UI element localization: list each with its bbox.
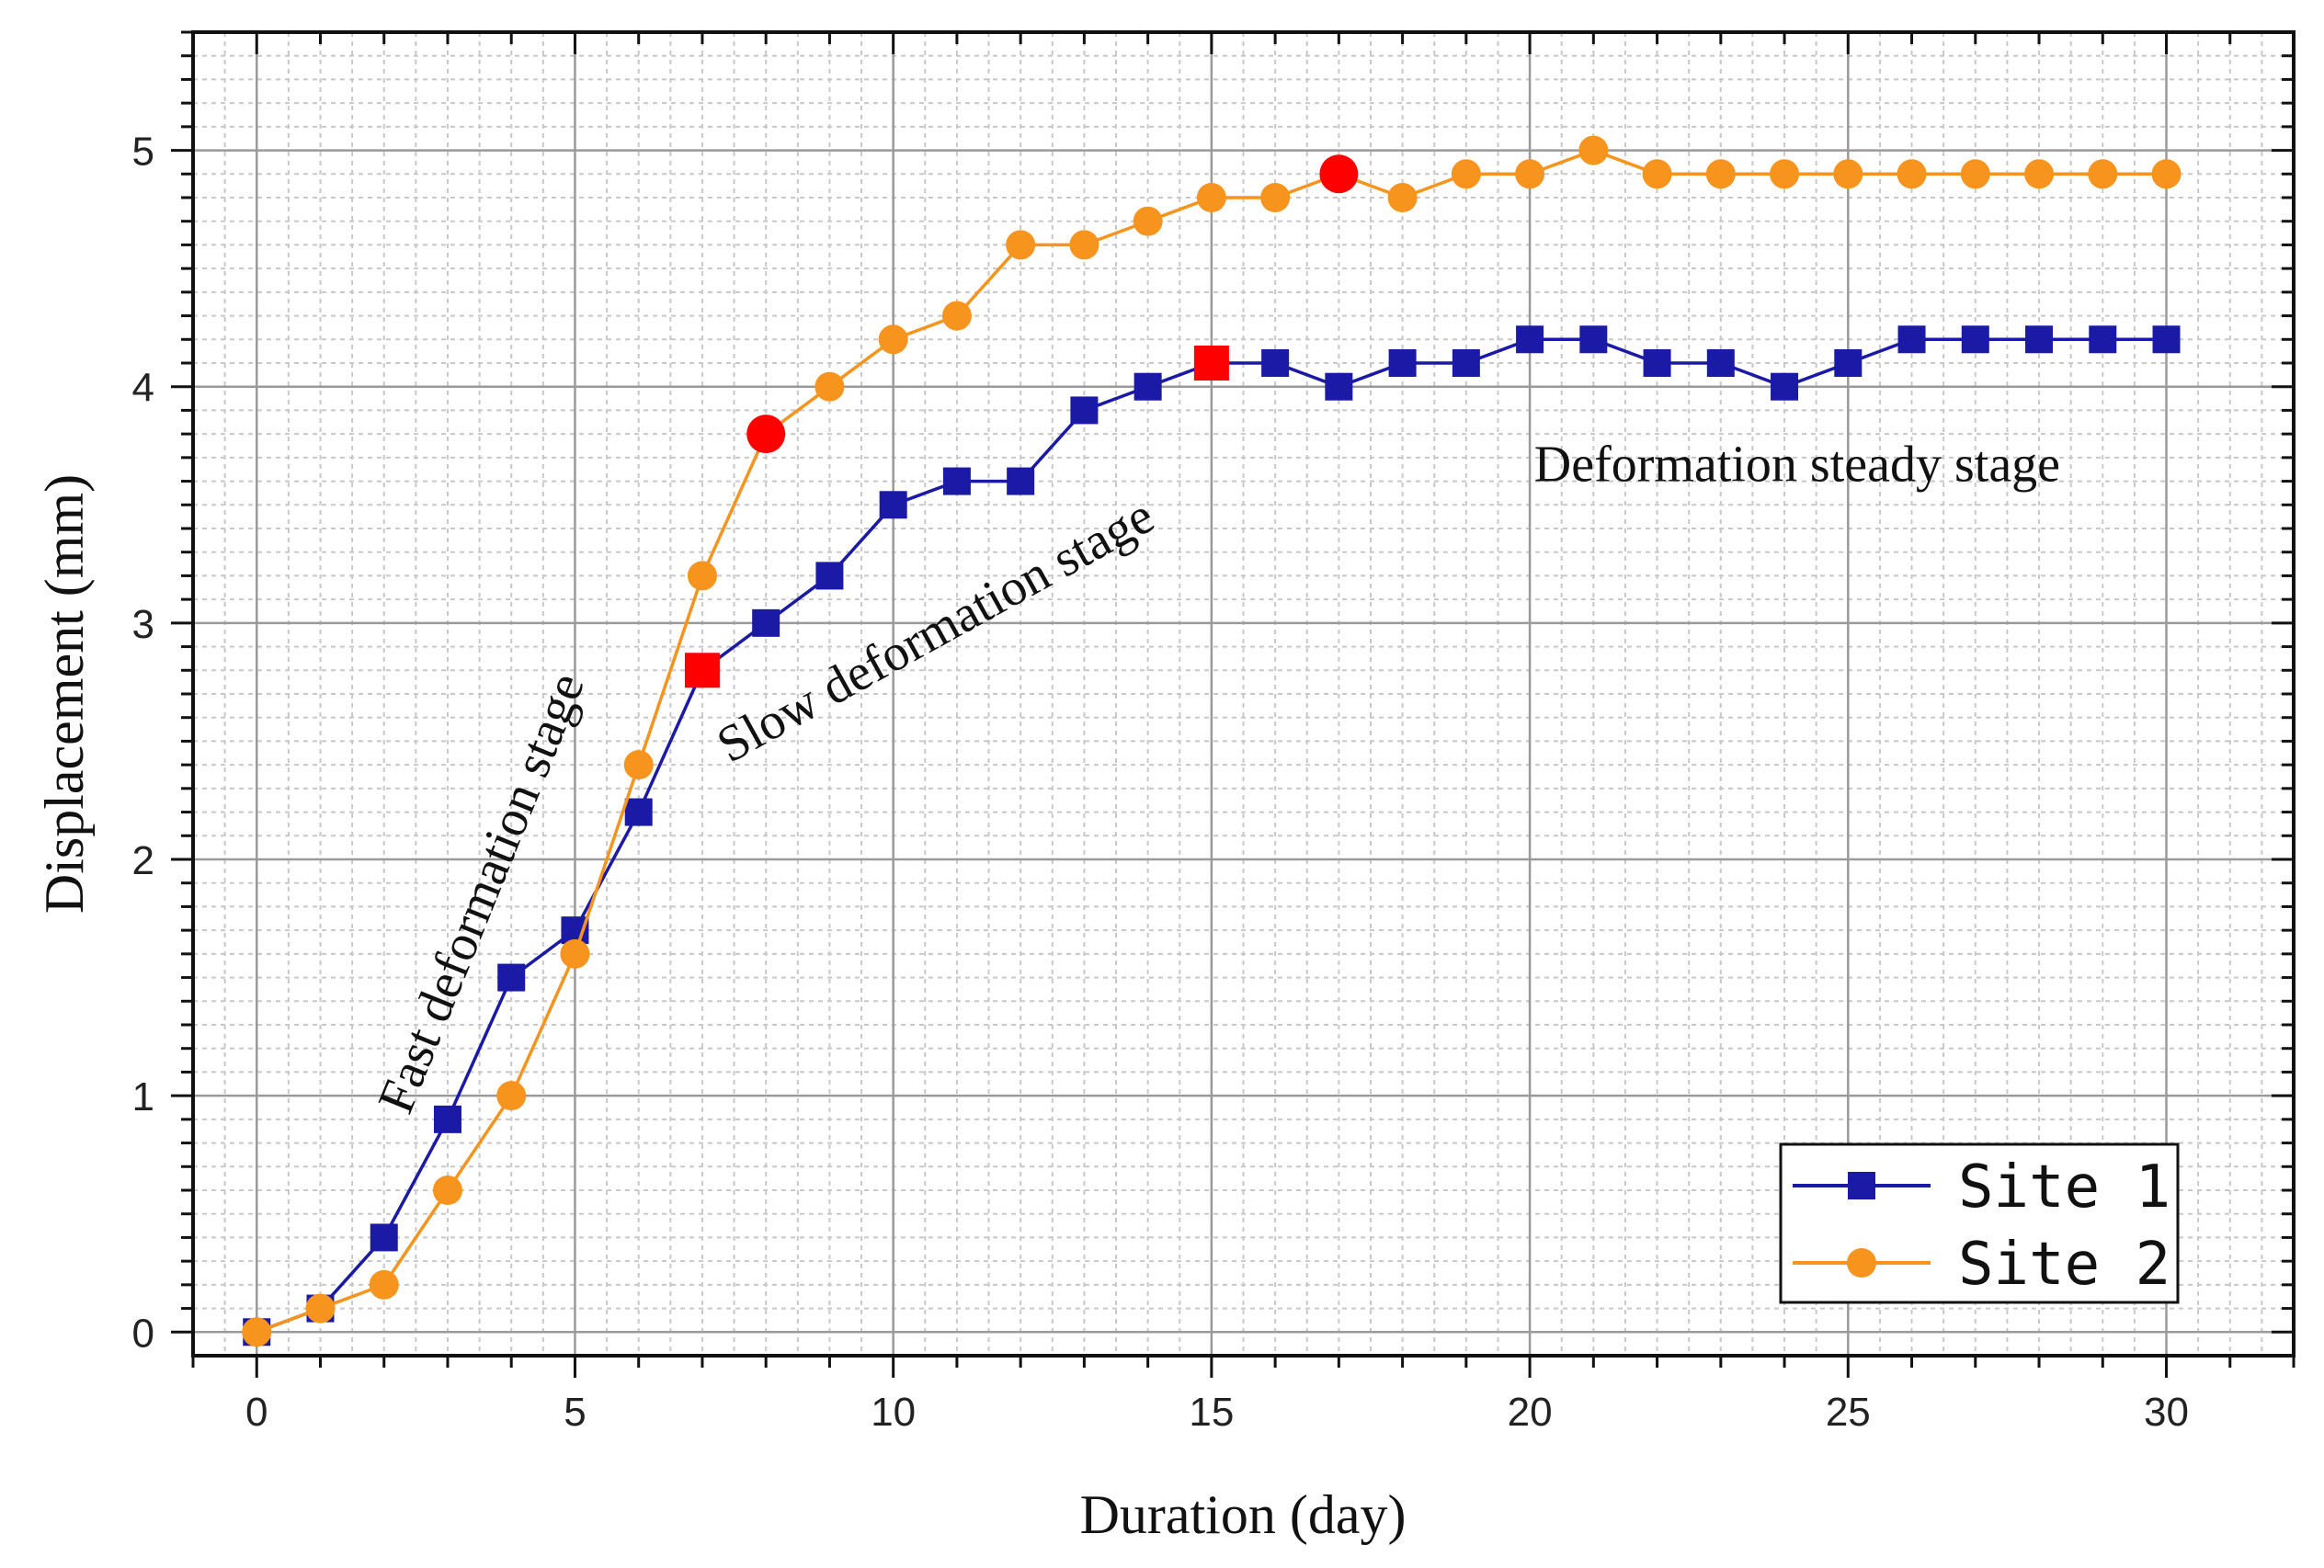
x-tick-label: 15 <box>1189 1390 1234 1435</box>
site-2-point <box>815 371 845 402</box>
site-2-point <box>1260 183 1291 212</box>
site-2-point <box>941 301 972 331</box>
site-2-stage-point <box>1319 154 1359 194</box>
site-1-point <box>497 963 526 992</box>
site-2-point <box>687 561 717 591</box>
y-tick-label: 1 <box>132 1074 154 1119</box>
site-2-point <box>496 1081 527 1111</box>
site-2-point <box>1387 183 1418 212</box>
site-1-point <box>1070 396 1099 425</box>
site-1-point <box>942 467 971 495</box>
site-1-point <box>1579 325 1608 354</box>
legend-marker-site-2 <box>1847 1248 1876 1278</box>
site-2-point <box>432 1176 462 1205</box>
site-1-point <box>1771 372 1799 401</box>
site-1-stage-point <box>1193 346 1229 381</box>
site-1-point <box>1834 349 1863 377</box>
site-2-point <box>1578 135 1609 165</box>
site-2-point <box>2151 159 2182 189</box>
x-tick-label: 20 <box>1508 1390 1553 1435</box>
site-2-point <box>1897 159 1927 189</box>
y-tick-label: 5 <box>132 130 154 175</box>
y-tick-label: 0 <box>132 1311 154 1356</box>
site-2-point <box>1642 159 1672 189</box>
site-1-point <box>1961 325 1989 354</box>
stage-annotation: Deformation steady stage <box>1534 437 2060 494</box>
site-2-point <box>1133 206 1163 236</box>
site-1-point <box>624 798 653 826</box>
site-1-point <box>1325 372 1353 401</box>
tick-labels: 0 5 10 15 20 25 30 0 1 2 3 4 5 <box>132 130 2189 1435</box>
site-1-point <box>1452 349 1480 377</box>
x-tick-label: 30 <box>2144 1390 2189 1435</box>
minor-grid <box>192 31 2295 1356</box>
site-2-point <box>878 324 908 355</box>
site-2-point <box>369 1269 399 1300</box>
site-1-point <box>1897 325 1926 354</box>
site-1-point <box>1706 349 1735 377</box>
site-1-point <box>1643 349 1671 377</box>
x-tick-label: 25 <box>1826 1390 1871 1435</box>
site-1-point <box>2025 325 2054 354</box>
site-2-point <box>242 1317 272 1347</box>
legend-label-site-2: Site 2 <box>1958 1231 2170 1299</box>
y-axis-title: Displacement (mm) <box>34 474 95 914</box>
site-1-point <box>1388 349 1417 377</box>
site-1-point <box>2089 325 2117 354</box>
site-1-point <box>370 1223 398 1252</box>
x-axis-title: Duration (day) <box>1080 1484 1407 1545</box>
legend-box <box>1779 1142 2180 1304</box>
site-2-point <box>1451 159 1481 189</box>
site-2-point <box>623 750 654 780</box>
y-tick-label: 2 <box>132 838 154 883</box>
site-1-point <box>2152 325 2181 354</box>
site-1-point <box>1007 467 1035 495</box>
site-2-point <box>560 938 590 969</box>
legend: Site 1 Site 2 <box>1779 1142 2180 1304</box>
site-2-point <box>1833 159 1863 189</box>
site-2-point <box>1006 230 1036 260</box>
site-1-point <box>1134 372 1162 401</box>
site-1-point <box>433 1105 461 1133</box>
legend-label-site-1: Site 1 <box>1958 1153 2170 1221</box>
legend-marker-site-1 <box>1848 1172 1875 1199</box>
site-2-point <box>305 1293 336 1324</box>
major-grid <box>193 32 2294 1356</box>
site-2-point <box>1770 159 1800 189</box>
x-tick-label: 5 <box>564 1390 586 1435</box>
site-2-point <box>2024 159 2055 189</box>
series-layer <box>242 135 2182 1347</box>
site-1-point <box>752 608 780 637</box>
site-2-stage-point <box>746 415 786 454</box>
site-1-point <box>879 491 907 519</box>
site-2-point <box>2088 159 2118 189</box>
site-2-point <box>1960 159 1990 189</box>
y-tick-label: 3 <box>132 602 154 647</box>
site-1-point <box>1261 349 1290 377</box>
site-2-point <box>1069 230 1099 260</box>
site-1-stage-point <box>684 653 720 688</box>
site-2-point <box>1515 159 1545 189</box>
site-2-point <box>1196 183 1226 212</box>
site-2-point <box>1705 159 1736 189</box>
axis-ticks <box>171 30 2296 1378</box>
y-tick-label: 4 <box>132 366 154 411</box>
site-1-point <box>815 562 844 590</box>
x-tick-label: 0 <box>245 1390 268 1435</box>
site-1-point <box>1516 325 1544 354</box>
x-tick-label: 10 <box>871 1390 916 1435</box>
